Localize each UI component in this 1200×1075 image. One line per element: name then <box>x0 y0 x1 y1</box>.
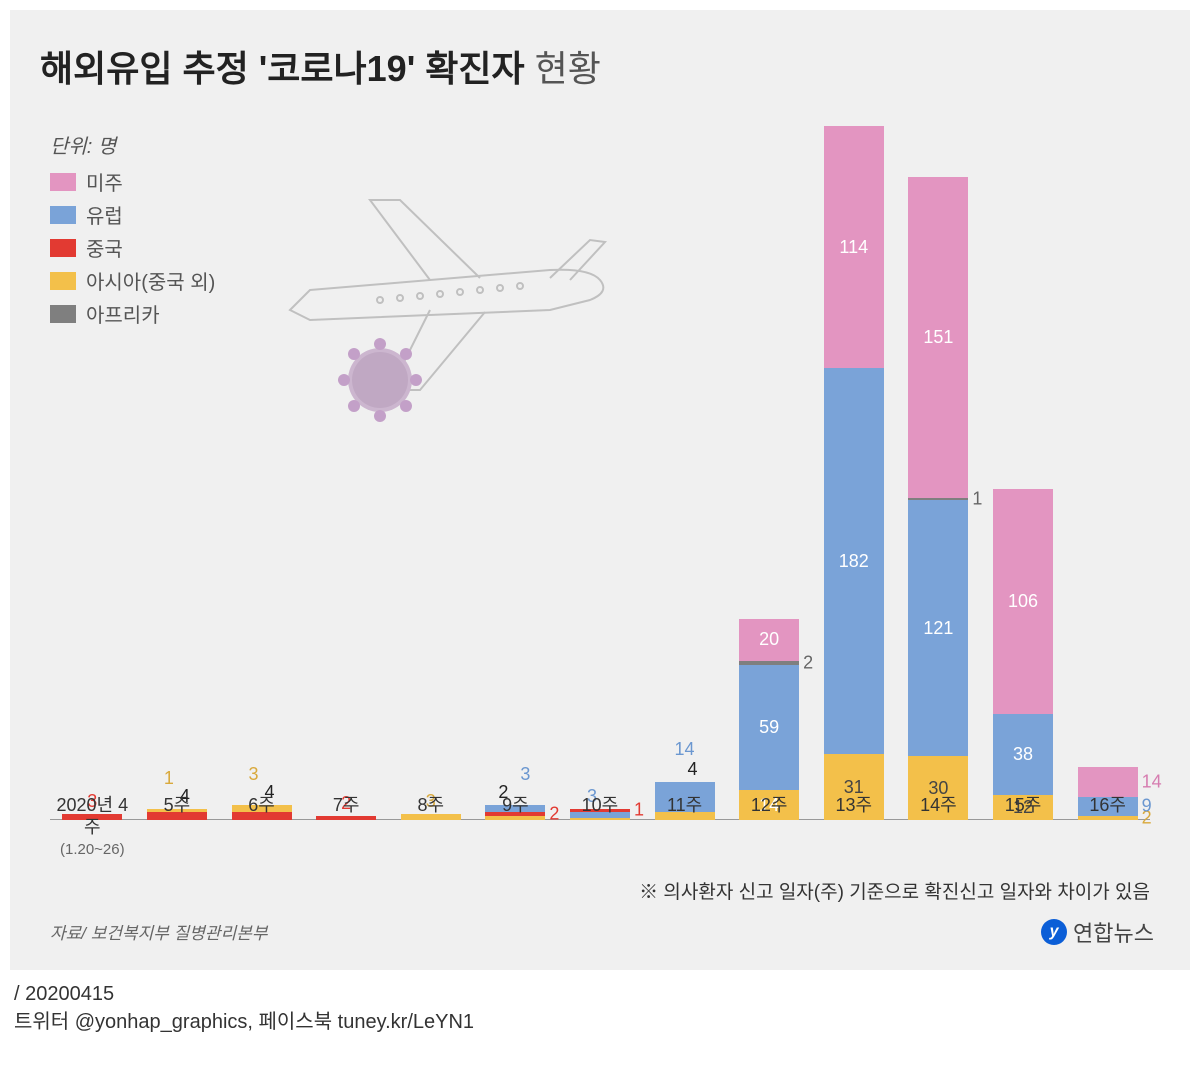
footer: / 20200415 트위터 @yonhap_graphics, 페이스북 tu… <box>14 980 1186 1036</box>
value-label: 14 <box>1142 771 1162 792</box>
bar-segment-europe: 121 <box>908 500 968 757</box>
title-bold: 해외유입 추정 '코로나19' 확진자 <box>40 48 525 89</box>
x-label: 12주 <box>727 795 812 860</box>
x-axis-labels: 2020년 4주(1.20~26)5주6주7주8주9주10주11주12주13주1… <box>50 795 1150 860</box>
x-label: 10주 <box>558 795 643 860</box>
bar-stack: 1459220 <box>739 619 799 820</box>
value-label: 4 <box>688 759 698 780</box>
bar-segment-europe: 59 <box>739 665 799 790</box>
x-label: 16주 <box>1065 795 1150 860</box>
bar-column: 301211151 <box>896 177 981 820</box>
x-label: 8주 <box>388 795 473 860</box>
bar-segment-americas: 14 <box>1078 767 1138 797</box>
value-label: 14 <box>675 739 695 760</box>
bar-stack: 301211151 <box>908 177 968 820</box>
source-text: 자료/ 보건복지부 질병관리본부 <box>50 919 268 944</box>
bar-stack: 31182114 <box>824 126 884 820</box>
bar-segment-americas: 106 <box>993 489 1053 714</box>
value-label: 3 <box>520 764 530 785</box>
title-light: 현황 <box>535 48 601 89</box>
x-label: 15주 <box>981 795 1066 860</box>
x-label: 11주 <box>642 795 727 860</box>
x-label: 6주 <box>219 795 304 860</box>
footer-date: / 20200415 <box>14 980 1186 1008</box>
yonhap-logo: y 연합뉴스 <box>1041 916 1154 948</box>
bar-segment-africa: 2 <box>739 661 799 665</box>
chart-note: ※ 의사환자 신고 일자(주) 기준으로 확진신고 일자와 차이가 있음 <box>639 877 1150 904</box>
bars: 3414323223134141459220311821143012111511… <box>50 120 1150 820</box>
bar-segment-americas: 114 <box>824 126 884 368</box>
bar-segment-americas: 20 <box>739 619 799 661</box>
x-label: 2020년 4주(1.20~26) <box>50 795 135 860</box>
bar-column: 1459220 <box>727 619 812 820</box>
bar-column: 1238106 <box>981 489 1066 820</box>
chart-area: 3414323223134141459220311821143012111511… <box>50 120 1150 860</box>
x-label: 13주 <box>811 795 896 860</box>
x-label: 9주 <box>473 795 558 860</box>
x-label: 7주 <box>304 795 389 860</box>
logo-icon: y <box>1041 919 1067 945</box>
x-label: 14주 <box>896 795 981 860</box>
page-title: 해외유입 추정 '코로나19' 확진자 현황 <box>40 40 1160 92</box>
value-label: 1 <box>164 768 174 789</box>
bar-segment-africa: 1 <box>908 498 968 500</box>
bar-segment-americas: 151 <box>908 177 968 497</box>
logo-text: 연합뉴스 <box>1073 916 1154 948</box>
bar-segment-europe: 38 <box>993 714 1053 795</box>
bar-stack: 1238106 <box>993 489 1053 820</box>
footer-social: 트위터 @yonhap_graphics, 페이스북 tuney.kr/LeYN… <box>14 1008 1186 1036</box>
bar-segment-europe: 182 <box>824 368 884 754</box>
infographic-container: 해외유입 추정 '코로나19' 확진자 현황 단위: 명 미주유럽중국아시아(중… <box>10 10 1190 970</box>
value-label: 3 <box>249 764 259 785</box>
x-label: 5주 <box>135 795 220 860</box>
bar-column: 31182114 <box>811 126 896 820</box>
